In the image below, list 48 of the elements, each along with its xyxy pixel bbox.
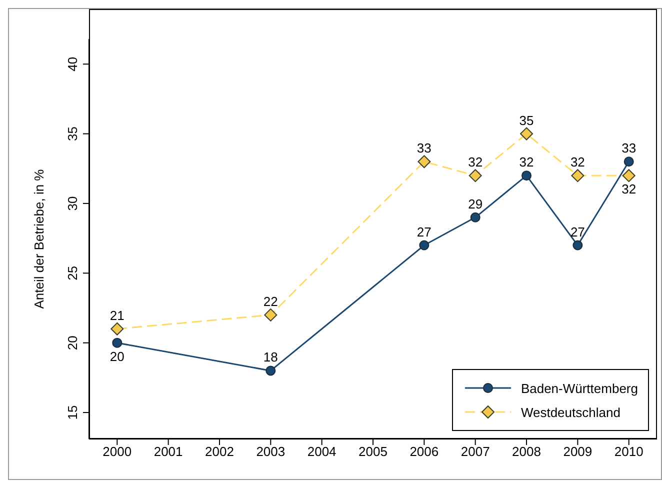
data-label: 33 (416, 140, 432, 156)
data-label: 27 (570, 224, 585, 240)
point (470, 212, 480, 222)
point (624, 156, 634, 167)
x-tick-label: 2008 (512, 444, 541, 460)
point (419, 240, 430, 250)
point (418, 155, 431, 168)
point (571, 169, 584, 182)
data-label: 32 (468, 154, 483, 170)
x-tick-label: 2007 (460, 444, 490, 460)
point (110, 322, 124, 336)
data-label: 32 (519, 154, 534, 170)
y-tick-label: 25 (65, 266, 80, 280)
point (622, 169, 636, 182)
point (264, 308, 278, 322)
x-tick-label: 2006 (410, 444, 439, 460)
x-tick-label: 2002 (205, 444, 234, 460)
data-label: 21 (110, 308, 124, 323)
data-label: 27 (416, 224, 432, 240)
point (522, 170, 532, 181)
legend-label: Baden-Württemberg (520, 380, 638, 396)
point (520, 127, 534, 140)
x-tick-label: 2010 (614, 444, 644, 460)
data-label: 33 (622, 140, 636, 156)
y-tick-label: 40 (65, 56, 80, 72)
data-label: 32 (622, 182, 636, 197)
x-tick-label: 2000 (102, 444, 132, 460)
legend-label: Westdeutschland (520, 404, 620, 420)
point (112, 338, 122, 348)
x-tick-label: 2009 (563, 444, 592, 460)
x-tick-label: 2001 (154, 444, 183, 460)
point (572, 240, 583, 250)
data-label: 35 (519, 112, 534, 128)
y-tick-label: 35 (65, 126, 80, 142)
data-label: 22 (263, 294, 278, 309)
x-tick-label: 2005 (358, 444, 388, 460)
point (266, 366, 276, 376)
x-tick-label: 2004 (307, 444, 336, 460)
y-tick-label: 30 (65, 196, 80, 211)
data-label: 20 (110, 348, 124, 364)
data-label: 29 (468, 196, 483, 212)
y-tick-label: 15 (65, 405, 80, 420)
x-tick-label: 2003 (256, 444, 286, 460)
y-axis-title: Anteil der Betriebe, in % (32, 168, 47, 309)
y-tick-label: 20 (65, 336, 80, 350)
data-label: 32 (570, 154, 585, 170)
point (468, 169, 482, 182)
data-label: 18 (263, 350, 278, 365)
